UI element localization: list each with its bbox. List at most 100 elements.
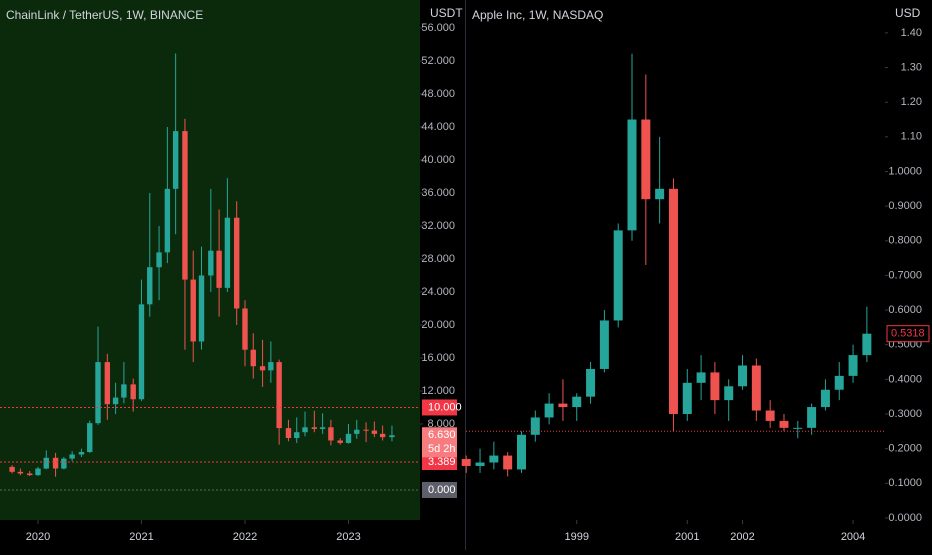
x-tick-label: 2022 [233,531,257,543]
candle-body [668,188,678,414]
x-tick-label: 2002 [730,531,754,543]
y-tick-label: 48.000 [421,88,455,100]
x-tick-label: 2001 [675,531,699,543]
price-label: 3.389 [428,456,456,468]
price-label-box [422,399,457,416]
candle-body [738,365,748,387]
y-tick-label: 44.000 [421,121,455,133]
candle-body [820,389,830,408]
price-label: 0.000 [428,484,456,496]
candle-body [599,320,609,369]
candle-body [807,407,817,428]
candle-body [208,250,214,276]
candle-body [172,131,179,189]
y-tick-label: 1.0000 [888,165,922,177]
candle-body [259,366,266,371]
candle-body [95,362,101,424]
candle-body [572,396,582,408]
candle-body [311,427,318,429]
candle-body [724,386,734,401]
candle-body [52,457,59,469]
y-tick-label: 0.0000 [888,512,922,524]
candle-body [234,217,240,309]
y-tick-label: 0.7000 [888,269,922,281]
candle-body [779,420,789,428]
candle-body [61,458,67,469]
last-price-box [886,325,930,343]
price-label: 10.000 [428,401,462,413]
y-tick-label: 0.1000 [888,477,922,489]
candle-body [27,473,33,476]
x-tick-label: 1999 [565,531,589,543]
y-tick-label: 1.10 [901,131,922,143]
candle-body [710,372,720,401]
y-tick-label: 1.20 [901,96,922,108]
y-tick-label: 0.8000 [888,235,922,247]
candle-body [276,362,282,429]
candle-body [302,427,308,433]
candle-body [147,267,153,305]
candle-body [354,429,360,434]
chart-title: Apple Inc, 1W, NASDAQ [472,8,603,22]
price-label-box [422,454,457,471]
candle-body [503,455,513,470]
candle-body [389,435,395,438]
candle-body [530,417,540,435]
candle-body [78,452,85,455]
candle-body [544,403,554,418]
last-price-box [422,427,457,458]
last-price-label: 0.5318 [891,328,925,340]
x-tick-label: 2021 [129,531,153,543]
candle-body [379,433,386,438]
candle-body [848,355,858,376]
candle-body [765,410,775,421]
candle-body [682,382,692,414]
y-tick-label: 28.000 [421,253,455,265]
candle-body [655,188,665,200]
y-tick-label: 56.000 [421,22,455,34]
candle-body [35,468,41,476]
x-tick-label: 2023 [336,531,360,543]
candle-body [862,333,872,356]
candle-body [363,429,369,431]
candle-body [627,119,637,231]
candle-body [641,119,651,200]
candle-body [516,434,526,470]
candle-body [104,362,111,405]
candle-body [475,462,485,466]
y-tick-label: 24.000 [421,286,455,298]
candle-body [613,230,623,321]
candle-body [43,457,49,469]
candle-body [696,372,706,383]
candle-body [121,384,127,398]
candle-body [87,423,93,453]
candle-body [224,217,231,288]
y-tick-label: 1.40 [901,27,922,39]
candle-body [586,368,596,397]
candle-body [834,375,844,390]
candle-body [489,455,499,463]
axis-unit: USDT [430,6,463,20]
y-tick-label: 1.30 [901,61,922,73]
candle-body [17,471,24,474]
y-tick-label: 32.000 [421,220,455,232]
y-tick-label: 16.000 [421,352,455,364]
candle-body [112,397,119,405]
candle-body [285,428,292,438]
candle-body [793,427,803,429]
candle-body [328,427,334,441]
candle-body [216,250,222,288]
countdown-label: 5d 2h [428,443,456,455]
y-tick-label: 36.000 [421,187,455,199]
candle-body [190,279,196,342]
candle-body [130,384,136,400]
y-tick-label: 0.6000 [888,304,922,316]
y-tick-label: 0.3000 [888,408,922,420]
candle-body [242,308,248,350]
candle-body [558,403,568,408]
y-tick-label: 8.000 [427,418,455,430]
candle-body [250,349,256,367]
y-tick-label: 12.000 [421,385,455,397]
candle-body [156,252,162,268]
